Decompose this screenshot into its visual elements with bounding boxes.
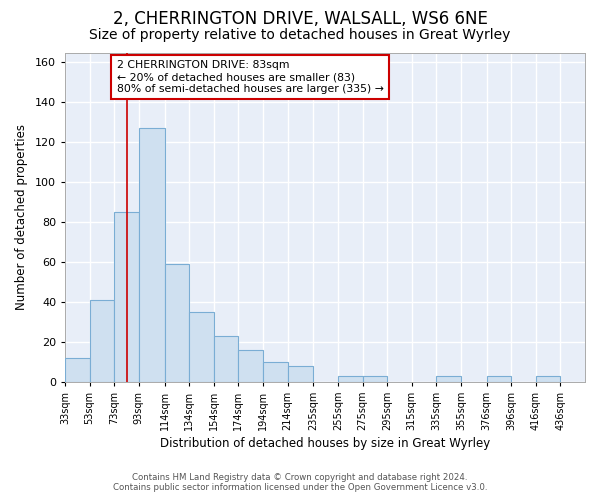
Text: Contains HM Land Registry data © Crown copyright and database right 2024.
Contai: Contains HM Land Registry data © Crown c… [113, 473, 487, 492]
Text: 2 CHERRINGTON DRIVE: 83sqm
← 20% of detached houses are smaller (83)
80% of semi: 2 CHERRINGTON DRIVE: 83sqm ← 20% of deta… [117, 60, 383, 94]
Bar [189, 312, 214, 382]
Bar [139, 128, 164, 382]
Bar [164, 264, 189, 382]
Bar [287, 366, 313, 382]
Bar [65, 358, 89, 382]
Bar [338, 376, 362, 382]
X-axis label: Distribution of detached houses by size in Great Wyrley: Distribution of detached houses by size … [160, 437, 490, 450]
Bar [362, 376, 387, 382]
Bar [436, 376, 461, 382]
Bar [89, 300, 114, 382]
Bar [238, 350, 263, 382]
Bar [263, 362, 287, 382]
Bar [487, 376, 511, 382]
Text: 2, CHERRINGTON DRIVE, WALSALL, WS6 6NE: 2, CHERRINGTON DRIVE, WALSALL, WS6 6NE [113, 10, 487, 28]
Bar [114, 212, 139, 382]
Y-axis label: Number of detached properties: Number of detached properties [15, 124, 28, 310]
Bar [214, 336, 238, 382]
Text: Size of property relative to detached houses in Great Wyrley: Size of property relative to detached ho… [89, 28, 511, 42]
Bar [536, 376, 560, 382]
